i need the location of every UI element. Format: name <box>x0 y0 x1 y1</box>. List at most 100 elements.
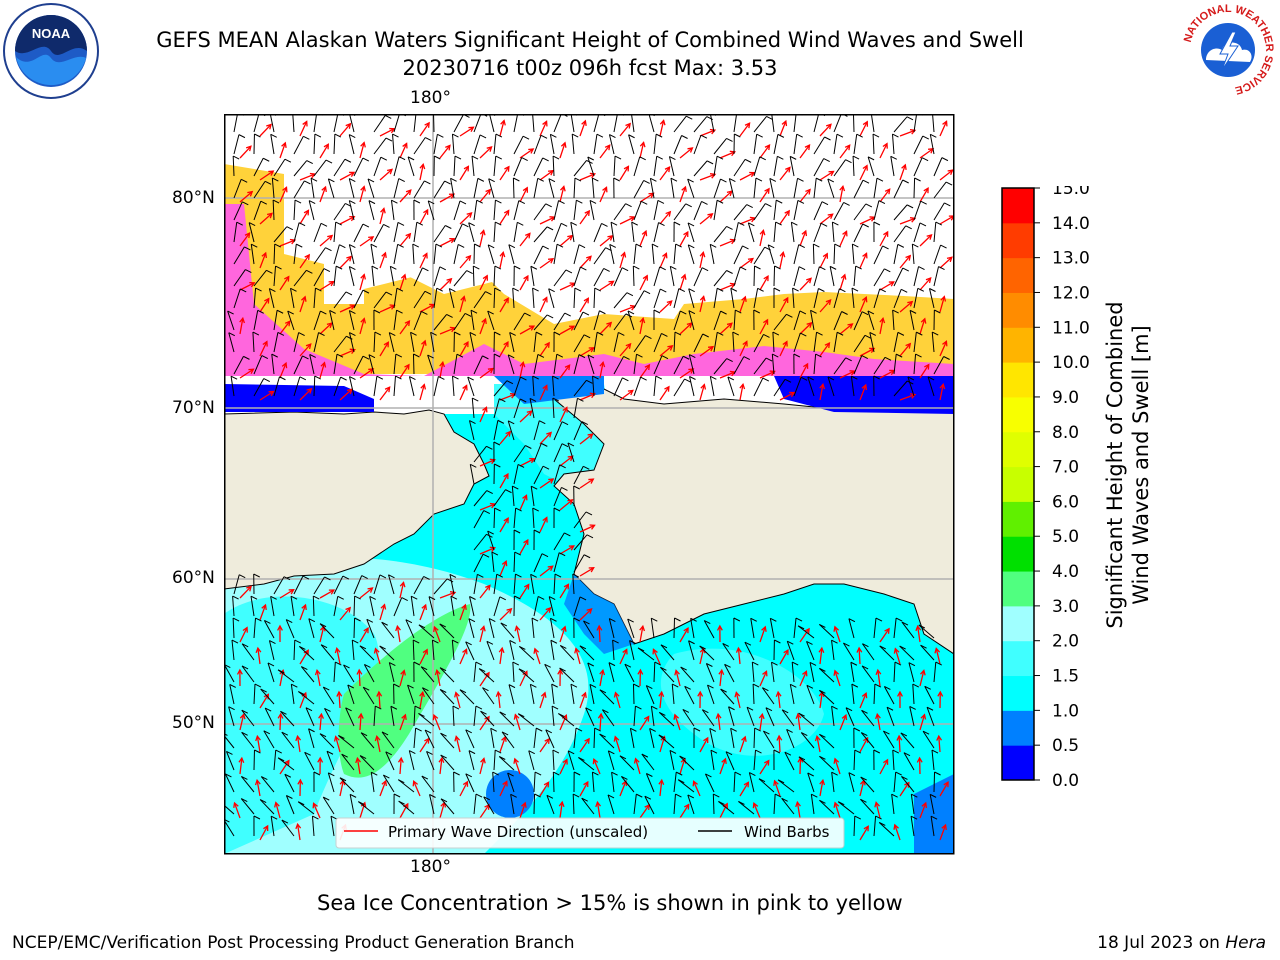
wave-direction-arrow <box>699 252 704 269</box>
wind-barb-flag <box>890 155 898 160</box>
wind-barb <box>929 134 935 155</box>
wave-direction-arrow <box>797 714 801 731</box>
wind-barb <box>612 640 615 661</box>
wind-barb <box>593 134 598 155</box>
wind-barb <box>829 266 835 287</box>
wind-barb <box>746 707 755 727</box>
wave-direction-arrowhead <box>500 119 506 126</box>
wave-direction-arrow <box>559 364 571 379</box>
wave-direction-arrowhead <box>295 822 302 830</box>
wave-direction-arrowhead <box>506 607 513 614</box>
wave-direction-arrowhead <box>581 119 587 126</box>
wind-barb-flag <box>583 334 591 339</box>
wind-barb-flag <box>906 380 914 385</box>
wind-barb <box>285 619 295 639</box>
wave-direction-arrowhead <box>801 229 808 237</box>
wind-barb-flag <box>449 288 456 292</box>
wind-barb-flag <box>398 779 405 784</box>
wind-barb-flag <box>704 620 711 624</box>
wind-barb <box>273 332 279 353</box>
wave-direction-arrow <box>296 736 301 753</box>
wind-barb <box>518 668 535 683</box>
wind-barb <box>513 574 516 595</box>
wind-barb <box>353 223 364 243</box>
wave-direction-arrowhead <box>568 545 576 551</box>
wave-direction-arrow <box>336 648 341 665</box>
wave-direction-arrowhead <box>381 779 388 787</box>
wave-direction-arrowhead <box>438 756 445 763</box>
wind-barb-flag <box>848 618 856 623</box>
wind-barb-flag <box>855 265 862 270</box>
wave-direction-arrow <box>519 802 526 819</box>
wind-barb-flag <box>914 177 921 182</box>
wave-direction-arrowhead <box>523 274 529 282</box>
wind-barb <box>530 266 535 287</box>
wave-direction-arrowhead <box>505 430 512 437</box>
wind-barb <box>913 354 917 375</box>
wind-barb <box>273 376 280 397</box>
wind-barb <box>893 116 908 133</box>
wind-barb-flag <box>720 310 727 315</box>
wave-direction-arrow <box>413 781 421 797</box>
wind-barb-flag <box>929 793 937 798</box>
wave-direction-arrow <box>539 738 550 753</box>
colorbar-ticks: 0.00.51.01.52.03.04.05.06.07.08.09.010.0… <box>1034 186 1090 786</box>
wind-barb <box>607 750 615 771</box>
wave-direction-arrowhead <box>844 144 851 151</box>
gridlines <box>224 114 954 854</box>
wind-barb-flag <box>512 661 520 666</box>
wind-barb <box>913 135 924 155</box>
wind-barb-flag <box>435 243 443 248</box>
wind-barb-flag <box>335 221 342 226</box>
wave-direction-arrow <box>319 626 325 643</box>
wind-barb-flag <box>756 133 763 138</box>
wind-barb-flag <box>424 729 432 734</box>
wave-direction-arrow <box>819 648 823 665</box>
wind-barb-flag <box>507 772 514 777</box>
wave-direction-arrow <box>419 122 430 137</box>
wind-barb-flag <box>806 684 814 689</box>
wind-barb <box>893 772 897 793</box>
wind-barb <box>493 200 496 221</box>
wave-direction-arrowhead <box>503 517 509 524</box>
wind-barb <box>873 683 876 705</box>
wind-barb <box>573 177 576 199</box>
wind-barb <box>578 757 595 771</box>
wave-direction-arrow <box>899 255 911 269</box>
wind-barb-flag <box>437 133 444 138</box>
wind-barb-flag <box>328 178 335 183</box>
wind-barb-flag <box>228 706 235 711</box>
wind-barb-flag <box>475 793 483 798</box>
wind-barb-flag <box>746 706 754 711</box>
wave-direction-arrow <box>338 691 341 709</box>
wind-barb <box>752 683 755 705</box>
wave-direction-arrowhead <box>368 236 375 242</box>
wave-direction-arrow <box>859 253 868 269</box>
wind-barb <box>572 793 575 815</box>
wind-barb <box>333 133 336 155</box>
wind-barb <box>913 222 921 243</box>
wind-barb <box>637 647 655 661</box>
wind-barb <box>873 200 880 221</box>
wave-direction-arrow <box>534 648 541 665</box>
wind-barb <box>668 156 675 177</box>
wind-barb-flag <box>522 135 530 140</box>
wave-direction-arrowhead <box>840 273 847 280</box>
wave-direction-arrowhead <box>346 388 353 395</box>
wind-barb-flag <box>861 732 868 737</box>
wave-direction-arrow <box>816 736 821 753</box>
wind-barb-flag <box>548 288 555 293</box>
wind-barb <box>293 639 296 661</box>
wave-direction-arrowhead <box>674 669 680 676</box>
wind-barb-flag <box>560 644 567 649</box>
wave-direction-arrow <box>579 255 592 269</box>
wind-barb <box>253 114 260 133</box>
wind-barb <box>493 398 500 419</box>
wind-barb-flag <box>326 750 334 755</box>
wind-barb-flag <box>722 643 729 647</box>
wind-barb <box>909 706 915 727</box>
wind-barb <box>272 199 275 221</box>
wave-direction-arrow <box>939 215 954 225</box>
wind-barb <box>453 223 463 243</box>
wave-direction-arrowhead <box>300 295 307 302</box>
